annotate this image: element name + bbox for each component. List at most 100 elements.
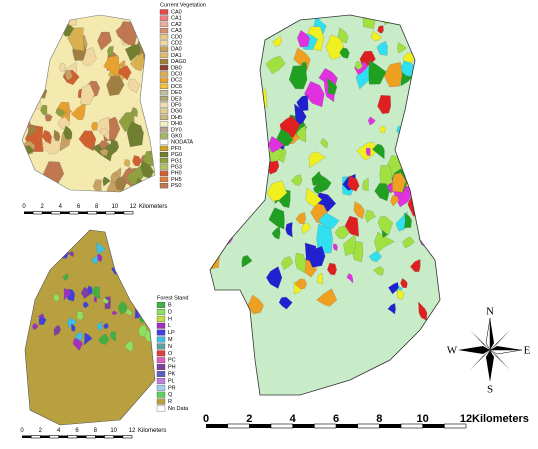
legend-swatch [159,170,169,176]
map-patch [216,37,230,50]
scale-segment [40,435,50,438]
map-patch [130,52,145,72]
map-patch [99,148,109,157]
map-patch [149,265,155,271]
map-patch [379,165,393,186]
map-patch [364,209,376,223]
legend-swatch [159,27,169,34]
map-patch [42,250,47,259]
map-patch [117,301,128,315]
legend-label: CD0 [171,34,182,40]
map-patch [128,267,134,274]
scale-segment [379,424,401,428]
map-patch [34,26,43,44]
legend-label: DH0 [171,121,182,127]
map-patch [365,147,371,157]
scale-segment [444,423,467,429]
map-patch [125,44,141,62]
legend-label: DY0 [171,127,182,133]
legend-label: CA3 [171,28,182,34]
legend-label: NODATA [171,140,193,146]
map-patch [288,65,308,90]
map-patch [408,15,418,25]
map-patch [25,251,28,260]
scale-segment [69,211,79,215]
map-patch [392,172,407,193]
map-patch [377,216,393,236]
map-patch [423,93,434,102]
compass-east: E [524,345,531,357]
scale-unit: Kilometers [138,428,166,434]
scale-label: 10 [111,204,118,210]
legend-label: DF0 [171,102,181,108]
map-patch [354,60,363,70]
scale-segment [123,211,134,215]
legend-swatch [156,357,166,364]
scale-segment [58,435,68,438]
map-patch [304,81,325,108]
map-patch [210,241,220,270]
legend-swatch [156,308,166,315]
legend-swatch [156,384,166,391]
compass: N E S W [447,306,531,396]
map-patch [75,331,83,342]
map-patch [347,175,360,192]
map-patch [44,114,53,122]
legend-label: B [168,302,172,308]
map-patch [80,83,95,105]
scale-segment [78,211,88,214]
map-patch [126,121,144,148]
map-patch [237,126,254,151]
map-patch [346,273,354,284]
map-patch [25,284,28,292]
map-patch [139,252,146,264]
map-patch [218,184,226,198]
map-patch [387,303,396,315]
legend-swatch [156,371,166,377]
map-patch [64,70,73,81]
map-patch [93,296,97,303]
map-patch [368,60,387,85]
legend-label: PC [168,358,176,364]
legend-label: PG3 [171,164,182,170]
legend-swatch [156,336,166,343]
map-patch [210,192,221,212]
scale-segment [50,211,61,215]
scale-label: 6 [333,413,339,425]
legend-swatch [159,139,169,145]
map-patch [327,262,337,276]
legend-swatch [159,127,169,133]
map-patch [297,30,310,48]
map-patch [51,230,61,241]
map-patch [71,323,76,332]
map-patch [38,316,47,325]
map-patch [397,288,405,300]
map-patch [320,138,329,149]
legend-label: PH [168,365,176,371]
map-patch [397,42,407,54]
scale-label: 2 [246,413,252,425]
map-patch [211,142,223,161]
legend-swatch [159,34,169,40]
map-patch [25,295,27,305]
legend-swatch [159,182,169,189]
map-patch [124,340,134,353]
legend-swatch [159,176,169,183]
map-patch [307,245,326,268]
legend-swatch [156,377,166,384]
map-patch [266,180,288,202]
scale-label: 8 [376,413,382,425]
map-outline [24,229,156,426]
map-patch [402,236,415,249]
legend-swatch [159,40,169,46]
map-patch [343,233,356,257]
legend-label: CA2 [171,22,182,28]
map-patch [63,288,71,301]
map-patch [62,273,69,281]
map-patch [102,296,109,305]
legend-label: No Data [168,406,189,412]
map-patch [143,22,151,31]
map-patch [91,122,98,131]
map-patch [372,143,385,160]
legend-swatch [159,65,169,71]
